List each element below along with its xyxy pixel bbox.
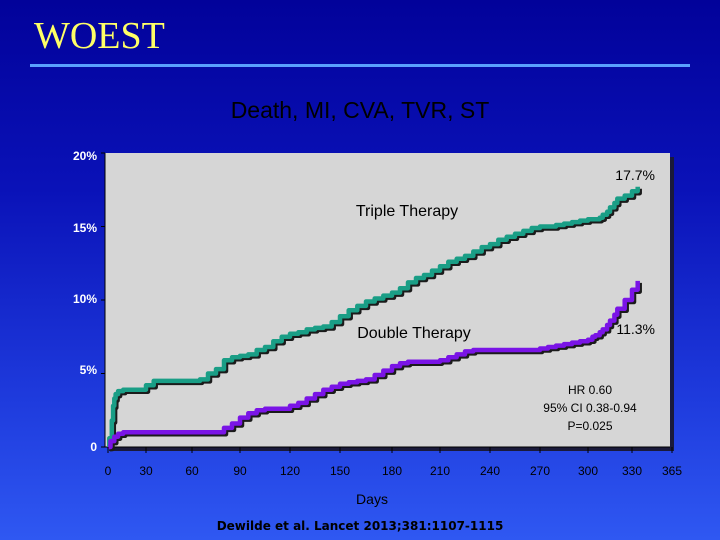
x-tick-label: 240 [480,464,500,478]
chart-labels: Days Triple Therapy Double Therapy 17.7% 11.… [356,167,655,507]
title-rule [30,64,690,67]
slide-title: WOEST [34,15,165,57]
x-tick-label: 150 [330,464,350,478]
x-axis-title: Days [356,491,388,507]
x-tick-label: 120 [280,464,300,478]
x-tick-label: 210 [430,464,450,478]
series-group [107,186,642,452]
y-tick-label: 15% [73,221,97,235]
citation: Dewilde et al. Lancet 2013;381:1107-1115 [216,519,504,533]
x-tick-label: 90 [233,464,247,478]
series-label-double-therapy: Double Therapy [357,325,471,342]
y-tick-label: 10% [73,292,97,306]
x-tick-label: 300 [578,464,598,478]
chart-title: Death, MI, CVA, TVR, ST [230,97,490,123]
end-label-double-therapy: 11.3% [616,321,655,337]
series-line-triple-therapy [107,186,640,450]
end-label-triple-therapy: 17.7% [615,167,655,183]
x-tick-label: 180 [382,464,402,478]
x-tick-label: 0 [105,464,112,478]
series-label-triple-therapy: Triple Therapy [356,203,458,220]
y-tick-label: 20% [73,149,97,163]
series-line-double-therapy [108,280,640,450]
x-tick-label: 30 [139,464,153,478]
x-tick-label: 60 [185,464,199,478]
plot-area [105,153,674,451]
y-axis-ticks: 0 5% 10% 15% 20% [73,149,105,454]
x-tick-label: 330 [622,464,642,478]
annotation-p-value: P=0.025 [567,419,612,433]
annotation-hr: HR 0.60 [568,383,612,397]
y-tick-label: 5% [80,363,98,377]
x-axis-ticks: 0 30 60 90 120 150 180 210 240 270 300 330 365 [105,447,682,478]
annotation-ci: 95% CI 0.38-0.94 [543,401,637,415]
x-tick-label: 365 [662,464,682,478]
x-tick-label: 270 [530,464,550,478]
y-tick-label: 0 [90,440,97,454]
